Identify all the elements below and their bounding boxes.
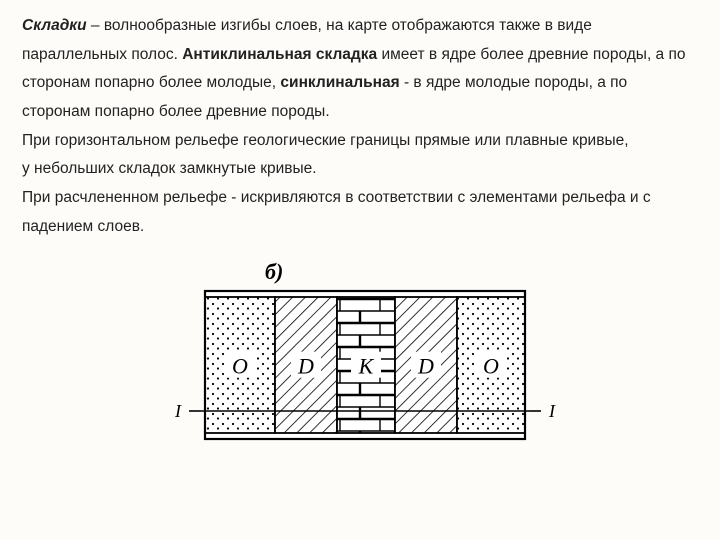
section-mark-left: I bbox=[174, 401, 182, 421]
column-letter-d-3: D bbox=[417, 354, 434, 379]
fold-diagram: б) O D K D O I I bbox=[160, 251, 560, 481]
column-letter-k-2: K bbox=[358, 354, 375, 379]
term-syncline: синклинальная bbox=[280, 74, 399, 91]
column-letter-o-4: O bbox=[483, 354, 499, 379]
column-letter-d-1: D bbox=[297, 354, 314, 379]
paragraph-3: у небольших складок замкнутые кривые. bbox=[22, 155, 698, 184]
diagram-label: б) bbox=[265, 259, 283, 284]
paragraph-2: При горизонтальном рельефе геологические… bbox=[22, 127, 698, 156]
paragraph-1: Складки – волнообразные изгибы слоев, на… bbox=[22, 12, 698, 127]
paragraph-4: При расчлененном рельефе - искривляются … bbox=[22, 184, 698, 241]
page: Складки – волнообразные изгибы слоев, на… bbox=[0, 0, 720, 481]
column-letter-o-0: O bbox=[232, 354, 248, 379]
section-mark-right: I bbox=[548, 401, 556, 421]
diagram-container: б) O D K D O I I bbox=[22, 251, 698, 481]
term-skladki: Складки bbox=[22, 17, 87, 34]
term-anticline: Антиклинальная складка bbox=[182, 46, 377, 63]
